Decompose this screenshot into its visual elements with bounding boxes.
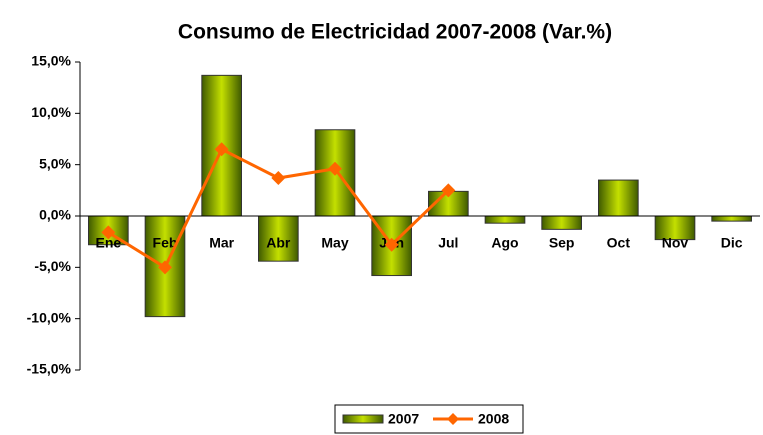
x-tick-label: Nov bbox=[662, 235, 689, 251]
marker bbox=[441, 183, 456, 198]
x-tick-label: Abr bbox=[266, 235, 291, 251]
bar bbox=[484, 215, 526, 224]
y-tick-label: 5,0% bbox=[39, 155, 71, 171]
marker bbox=[158, 260, 172, 275]
x-tick-label: Dic bbox=[721, 235, 743, 251]
y-tick-label: -15,0% bbox=[27, 361, 72, 377]
y-tick-label: 10,0% bbox=[31, 104, 71, 120]
bar bbox=[598, 179, 639, 217]
x-tick-label: Ene bbox=[95, 235, 121, 251]
x-tick-label: Mar bbox=[209, 235, 234, 251]
y-tick-label: -10,0% bbox=[27, 309, 72, 325]
marker bbox=[328, 161, 342, 176]
marker bbox=[271, 171, 286, 186]
x-tick-label: Sep bbox=[549, 235, 575, 251]
x-tick-label: Jul bbox=[438, 235, 458, 251]
x-tick-label: Feb bbox=[153, 235, 178, 251]
legend-label: 2008 bbox=[478, 411, 509, 427]
marker bbox=[101, 225, 116, 240]
x-tick-label: Ago bbox=[491, 235, 518, 251]
marker bbox=[384, 237, 399, 252]
y-tick-label: 15,0% bbox=[31, 53, 71, 69]
y-tick-label: -5,0% bbox=[34, 258, 71, 274]
bar bbox=[541, 215, 582, 230]
bar bbox=[711, 215, 752, 222]
x-tick-label: May bbox=[321, 235, 348, 251]
legend-swatch bbox=[447, 413, 459, 425]
legend-swatch bbox=[342, 414, 384, 424]
chart-title: Consumo de Electricidad 2007-2008 (Var.%… bbox=[178, 21, 612, 44]
marker bbox=[214, 142, 229, 157]
x-tick-label: Oct bbox=[607, 235, 631, 251]
y-tick-label: 0,0% bbox=[39, 207, 71, 223]
legend-label: 2007 bbox=[388, 411, 419, 427]
